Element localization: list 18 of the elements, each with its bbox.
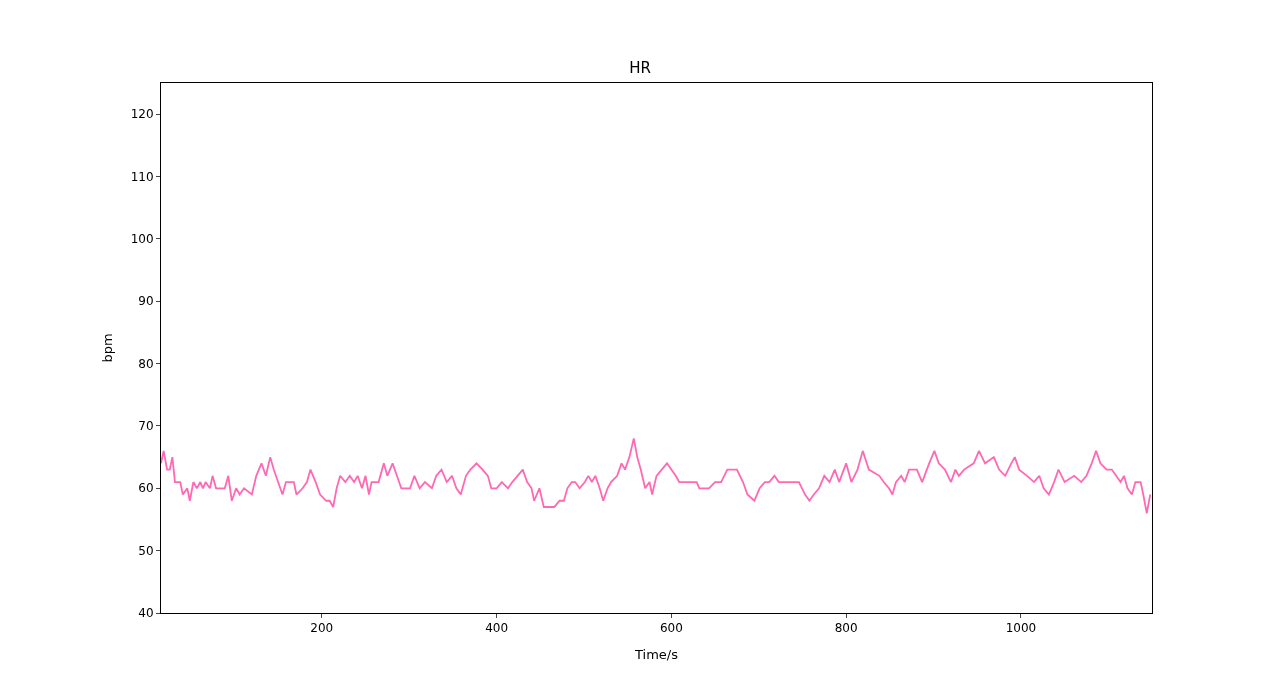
y-tick-label: 70: [138, 419, 154, 434]
y-tick-label: 80: [138, 356, 154, 371]
x-tick-label: 1000: [1005, 621, 1037, 636]
y-tick-label: 100: [130, 232, 154, 247]
y-tick-label: 50: [138, 543, 154, 558]
x-tick-label: 200: [310, 621, 334, 636]
y-tick-label: 40: [138, 606, 154, 621]
x-tick-label: 400: [485, 621, 509, 636]
x-axis-title: Time/s: [634, 647, 679, 662]
x-tick-label: 800: [834, 621, 858, 636]
x-tick-label: 600: [659, 621, 683, 636]
y-axis-title: bpm: [99, 333, 115, 363]
y-tick-label: 120: [130, 107, 154, 122]
y-tick-label: 110: [130, 169, 154, 184]
y-tick-label: 90: [138, 294, 154, 309]
y-tick-label: 60: [138, 481, 154, 496]
line-series: [161, 437, 1152, 515]
chart-title: HR: [629, 58, 651, 77]
